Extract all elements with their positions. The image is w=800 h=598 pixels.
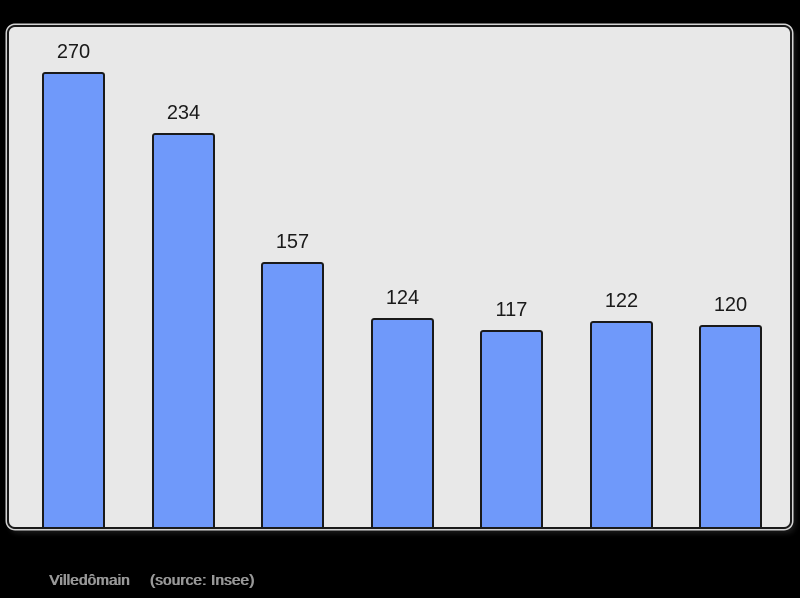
plot-area: 270 234 157 124 117 122 120 <box>9 27 790 527</box>
bar <box>480 330 543 527</box>
chart-panel: 270 234 157 124 117 122 120 <box>7 25 792 529</box>
caption-commune-name: Villedômain <box>49 572 130 589</box>
bar <box>152 133 215 527</box>
bar <box>371 318 434 527</box>
caption-source: (source: Insee) <box>149 572 255 589</box>
bar <box>590 321 653 527</box>
bar <box>699 325 762 527</box>
bar-value-label: 157 <box>275 231 310 253</box>
bar <box>261 262 324 527</box>
bar-value-label: 122 <box>604 290 639 312</box>
bar-value-label: 120 <box>713 294 748 316</box>
bar-value-label: 270 <box>56 41 91 63</box>
bar-value-label: 117 <box>495 299 528 321</box>
bar-value-label: 124 <box>385 287 420 309</box>
chart-caption: Villedômain (source: Insee) <box>49 572 254 590</box>
bar-value-label: 234 <box>166 102 201 124</box>
bar <box>42 72 105 527</box>
